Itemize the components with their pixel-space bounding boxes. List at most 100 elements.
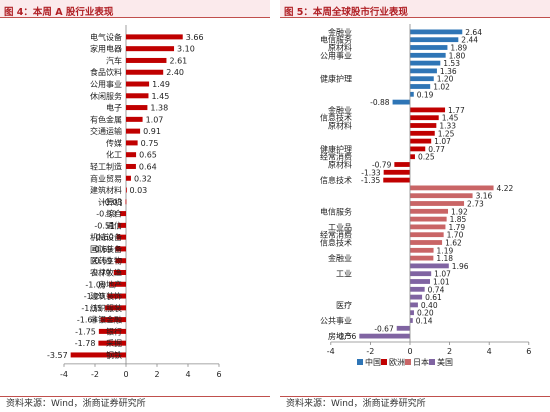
value-label-0-2: 1.89 — [450, 44, 467, 53]
category-label-3: 食品饮料 — [90, 67, 122, 77]
bar-12 — [126, 175, 131, 181]
x-tick-label-4: 4 — [487, 347, 492, 356]
value-label-3-9: -2.56 — [337, 332, 357, 341]
category-label-7: 有色金属 — [90, 114, 122, 124]
bar-1-3 — [410, 130, 435, 136]
value-label-2-7: 1.62 — [445, 239, 462, 248]
bar-26 — [98, 340, 126, 346]
legend-swatch-1 — [381, 359, 387, 365]
category-label-5: 金融业 — [328, 105, 352, 115]
value-label-0-1: 2.44 — [461, 36, 478, 45]
category-label-16: 金融业 — [328, 253, 352, 263]
value-label-6: 1.38 — [150, 104, 168, 113]
value-label-7: 1.07 — [146, 115, 164, 124]
value-label-10: 0.65 — [139, 151, 157, 160]
category-label-0: 金融业 — [328, 27, 352, 37]
legend-label-2: 日本 — [413, 357, 429, 367]
bar-19 — [115, 258, 126, 264]
bar-1-8 — [383, 169, 410, 175]
value-label-0-3: 1.80 — [449, 51, 466, 60]
category-label-1: 电信服务 — [320, 35, 352, 45]
bar-2-8 — [410, 247, 434, 253]
bar-2-1 — [410, 193, 473, 199]
category-label-1: 家用电器 — [90, 44, 122, 54]
bar-3 — [126, 69, 164, 75]
category-label-10: 原材料 — [328, 160, 352, 170]
category-label-10: 化工 — [106, 150, 122, 160]
bar-3-5 — [410, 302, 418, 308]
value-label-23: -1.35 — [81, 304, 102, 313]
category-label-3: 公用事业 — [320, 50, 352, 60]
value-label-1: 3.10 — [177, 45, 195, 54]
category-label-7: 原材料 — [328, 121, 352, 131]
legend-swatch-2 — [405, 359, 411, 365]
bar-20 — [113, 269, 126, 275]
bar-0 — [126, 34, 183, 40]
category-label-25: 银行 — [106, 326, 122, 336]
value-label-17: -0.60 — [93, 233, 114, 242]
category-label-15: 信息技术 — [320, 238, 352, 248]
bar-0-0 — [410, 29, 463, 35]
category-label-11: 信息技术 — [320, 175, 352, 185]
value-label-13: 0.03 — [129, 186, 147, 195]
x-tick-label-0: -4 — [60, 370, 68, 379]
x-tick-label-2: 0 — [407, 347, 412, 356]
bar-3-6 — [410, 310, 414, 316]
value-label-1-9: -1.35 — [361, 176, 381, 185]
category-label-5: 休闲服务 — [90, 91, 122, 101]
category-label-6: 电子 — [106, 103, 122, 113]
value-label-25: -1.75 — [75, 327, 96, 336]
bar-1 — [126, 46, 175, 52]
value-label-16: -0.51 — [94, 221, 115, 230]
bar-2-9 — [410, 255, 434, 261]
value-label-2-3: 1.92 — [451, 207, 468, 216]
value-label-22: -1.20 — [84, 292, 105, 301]
category-label-0: 电气设备 — [90, 32, 122, 42]
category-label-8: 交通运输 — [90, 126, 122, 136]
bar-1-0 — [410, 107, 446, 113]
bar-2-5 — [410, 224, 446, 230]
bar-2-7 — [410, 240, 443, 245]
bar-1-5 — [410, 146, 426, 152]
bar-2-4 — [410, 216, 447, 222]
bar-0-1 — [410, 37, 459, 43]
x-tick-label-2: 0 — [123, 370, 128, 379]
category-label-6: 信息技术 — [320, 113, 352, 123]
value-label-3-5: 0.40 — [421, 301, 438, 310]
category-label-23: 纺织服装 — [90, 303, 122, 313]
value-label-2-0: 4.22 — [497, 184, 514, 193]
right-source-text: 资料来源：Wind，浙商证券研究所 — [286, 399, 426, 409]
right-figure-title: 图 5：本周全球股市行业表现 — [284, 7, 408, 18]
x-tick-label-3: 2 — [154, 370, 159, 379]
category-label-11: 轻工制造 — [90, 161, 122, 171]
bar-3-4 — [410, 294, 423, 300]
value-label-11: 0.64 — [139, 162, 157, 171]
category-label-13: 建筑材料 — [90, 185, 122, 195]
bar-16 — [118, 222, 126, 228]
category-label-26: 采掘 — [106, 338, 122, 348]
category-label-18: 国防装备 — [90, 244, 122, 254]
value-label-0-4: 1.53 — [443, 59, 460, 68]
left-figure-title-bar: 图 4：本周 A 股行业表现 — [0, 0, 270, 18]
bar-0-5 — [410, 68, 437, 74]
bar-1-4 — [410, 138, 432, 144]
value-label-9: 0.75 — [141, 139, 159, 148]
value-label-0-7: 1.02 — [433, 83, 450, 92]
category-label-15: 综合 — [106, 209, 122, 219]
category-label-20: 房地产 — [328, 331, 352, 341]
legend-swatch-3 — [429, 359, 435, 365]
bar-25 — [98, 328, 126, 334]
bar-5 — [126, 93, 149, 99]
bar-3-3 — [410, 286, 425, 292]
category-label-12: 电信服务 — [320, 206, 352, 216]
bar-18 — [115, 246, 126, 252]
value-label-18: -0.69 — [92, 245, 113, 254]
value-label-2-5: 1.79 — [448, 223, 465, 232]
bar-0-4 — [410, 60, 441, 66]
value-label-3-2: 1.01 — [433, 278, 450, 287]
value-label-1-3: 1.25 — [438, 129, 455, 138]
bar-2-6 — [410, 232, 444, 238]
category-label-9: 经常消费 — [320, 152, 352, 162]
bar-1-2 — [410, 123, 437, 128]
value-label-1-8: -1.33 — [361, 168, 381, 177]
